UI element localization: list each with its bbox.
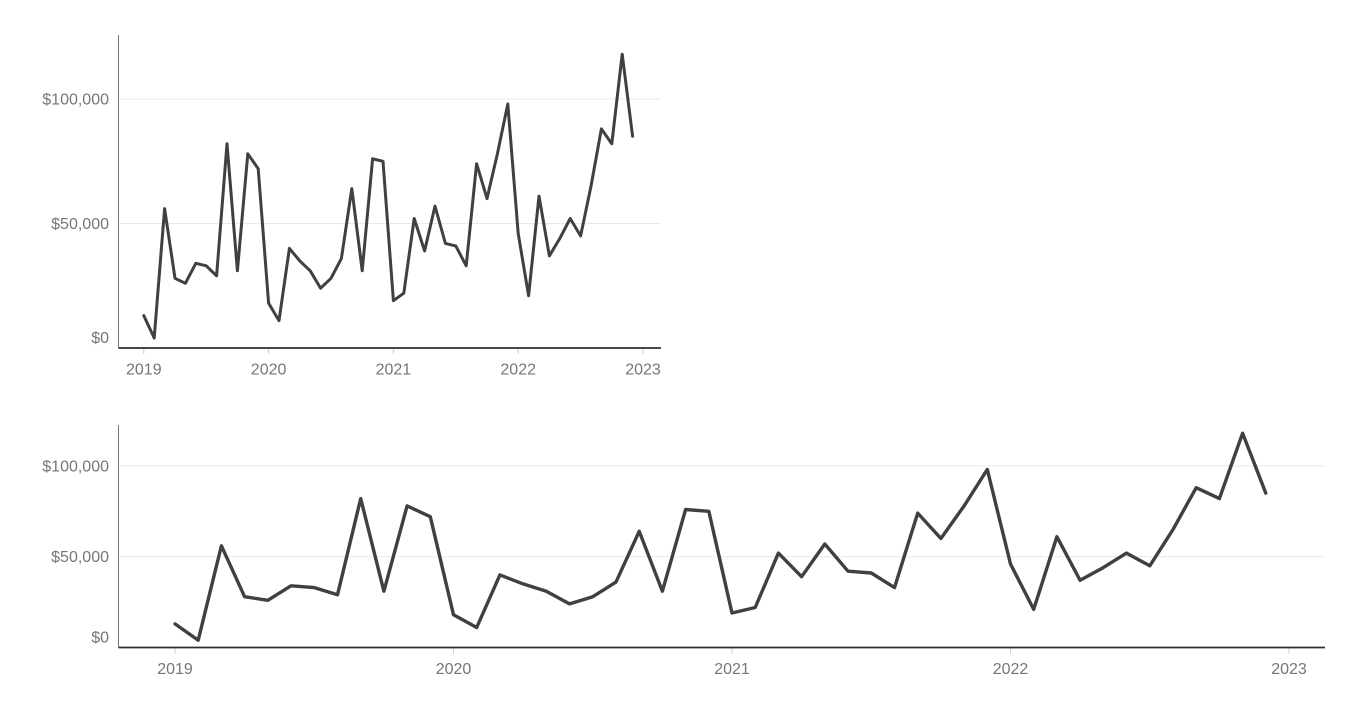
x-axis-tick-label: 2023: [625, 362, 661, 379]
x-axis-tick-label: 2021: [376, 362, 412, 379]
x-axis-tick-label: 2019: [157, 661, 193, 678]
y-axis-tick-label: $50,000: [51, 549, 109, 566]
y-axis-tick-label: $0: [91, 630, 109, 647]
data-line: [142, 52, 635, 340]
x-axis-tick-label: 2022: [993, 661, 1029, 678]
x-axis-tick-label: 2021: [714, 661, 750, 678]
y-axis-tick-label: $50,000: [51, 216, 109, 233]
x-axis-tick-label: 2020: [251, 362, 287, 379]
y-axis-tick-label: $0: [91, 330, 109, 347]
monthly-series-chart-small: $0 $50,000 $100,000 2019 2020 2021 2022 2023: [42, 35, 661, 379]
data-line: [173, 431, 1268, 642]
y-axis-tick-label: $100,000: [42, 92, 109, 109]
y-axis-tick-label: $100,000: [42, 458, 109, 475]
x-axis-tick-label: 2022: [500, 362, 536, 379]
monthly-series-chart-wide: $0 $50,000 $100,000 2019 2020 2021 2022 2023: [42, 425, 1325, 678]
x-axis-tick-label: 2020: [436, 661, 472, 678]
x-axis-tick-label: 2023: [1271, 661, 1307, 678]
x-axis-tick-label: 2019: [126, 362, 162, 379]
